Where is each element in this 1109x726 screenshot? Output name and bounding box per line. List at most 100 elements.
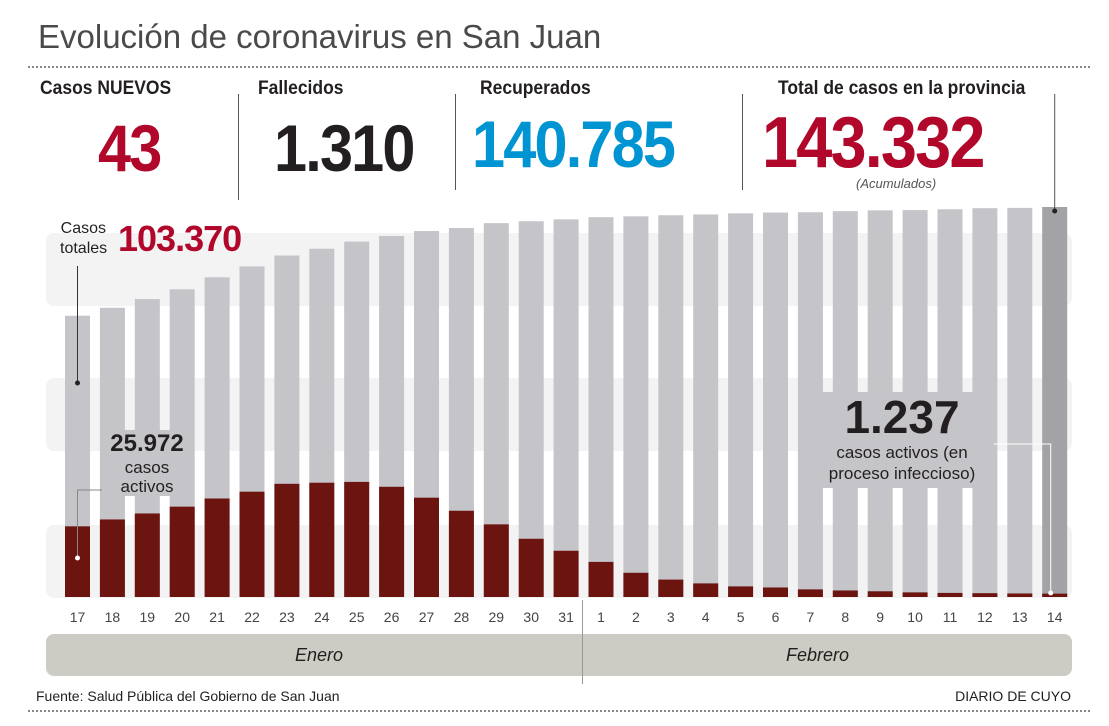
x-tick-label: 13 xyxy=(1012,609,1028,625)
month-divider xyxy=(582,600,583,684)
activos-end-callout: 1.237 casos activos (en proceso infeccio… xyxy=(810,392,994,488)
x-tick-label: 18 xyxy=(105,609,121,625)
leader-dot xyxy=(1048,590,1054,596)
x-tick-label: 19 xyxy=(140,609,156,625)
x-tick-label: 30 xyxy=(523,609,539,625)
bar-active-5 xyxy=(728,586,754,597)
leader-line xyxy=(994,443,1052,593)
month-label-febrero: Febrero xyxy=(786,645,850,665)
totales-label-line1: Casos xyxy=(60,220,106,237)
x-tick-label: 21 xyxy=(209,609,225,625)
activos-start-value: 25.972 xyxy=(110,430,184,457)
stat-label-total: Total de casos en la provincia xyxy=(778,78,1026,99)
activos-end-value: 1.237 xyxy=(844,391,960,443)
leader-dot xyxy=(1052,208,1058,214)
bar-total-2 xyxy=(623,216,649,597)
stat-value-deaths: 1.310 xyxy=(274,111,415,185)
activos-start-callout: 25.972 casos activos xyxy=(102,430,192,496)
bar-active-18 xyxy=(99,519,125,597)
x-tick-label: 26 xyxy=(384,609,400,625)
bar-total-31 xyxy=(553,219,579,598)
activos-end-line2: proceso infeccioso) xyxy=(828,464,976,483)
bar-total-5 xyxy=(728,213,754,597)
x-tick-label: 25 xyxy=(349,609,365,625)
bar-active-9 xyxy=(867,591,893,597)
bar-total-4 xyxy=(693,214,719,597)
x-tick-label: 1 xyxy=(597,609,605,625)
bar-total-14 xyxy=(1042,207,1068,597)
bar-total-13 xyxy=(1007,207,1033,597)
chart-title: Evolución de coronavirus en San Juan xyxy=(38,18,602,55)
stat-note-total: (Acumulados) xyxy=(856,176,937,191)
x-tick-label: 12 xyxy=(977,609,993,625)
divider xyxy=(742,94,743,190)
bar-active-27 xyxy=(414,497,439,597)
x-tick-label: 10 xyxy=(907,609,923,625)
source-note: Fuente: Salud Pública del Gobierno de Sa… xyxy=(36,688,340,704)
top-divider xyxy=(28,66,1090,68)
x-tick-label: 27 xyxy=(419,609,435,625)
bar-total-30 xyxy=(518,221,544,598)
x-tick-label: 9 xyxy=(876,609,884,625)
divider xyxy=(238,94,239,200)
bar-active-4 xyxy=(693,583,719,597)
stat-value-total: 143.332 xyxy=(762,103,985,183)
bar-active-12 xyxy=(972,593,998,597)
bar-active-8 xyxy=(832,590,858,597)
x-tick-label: 17 xyxy=(70,609,86,625)
x-tick-label: 5 xyxy=(737,609,745,625)
bottom-divider xyxy=(28,710,1090,712)
x-tick-label: 7 xyxy=(807,609,815,625)
activos-end-line1: casos activos (en xyxy=(836,443,968,462)
bar-total-6 xyxy=(763,212,788,597)
totales-value: 103.370 xyxy=(118,218,242,259)
leader-dot xyxy=(75,555,80,561)
stat-value-new: 43 xyxy=(98,111,162,185)
x-tick-label: 4 xyxy=(702,609,710,625)
x-tick-label: 8 xyxy=(841,609,849,625)
month-band xyxy=(46,634,1072,676)
brand-credit: DIARIO DE CUYO xyxy=(955,688,1071,704)
bar-total-1 xyxy=(588,217,614,597)
bar-active-11 xyxy=(937,592,963,597)
bar-total-3 xyxy=(658,215,684,597)
leader-line xyxy=(77,489,108,558)
bar-active-30 xyxy=(518,538,544,597)
x-tick-label: 29 xyxy=(489,609,505,625)
bar-active-6 xyxy=(763,587,788,597)
x-tick-label: 23 xyxy=(279,609,295,625)
bar-active-19 xyxy=(134,513,160,597)
x-tick-label: 3 xyxy=(667,609,675,625)
bar-active-3 xyxy=(658,579,684,597)
leader-dot xyxy=(75,380,80,386)
stat-label-recovered: Recuperados xyxy=(480,78,591,99)
bar-active-22 xyxy=(239,491,265,597)
bar-active-10 xyxy=(902,592,928,597)
bar-active-21 xyxy=(204,498,230,597)
bar-active-7 xyxy=(797,589,823,597)
bar-active-29 xyxy=(483,524,509,597)
stat-label-deaths: Fallecidos xyxy=(258,78,344,99)
x-tick-label: 31 xyxy=(558,609,574,625)
bar-active-13 xyxy=(1007,593,1033,597)
bar-active-28 xyxy=(448,510,474,597)
stat-value-recovered: 140.785 xyxy=(472,107,676,181)
x-tick-label: 11 xyxy=(943,609,958,625)
bar-active-1 xyxy=(588,561,614,597)
x-tick-label: 20 xyxy=(174,609,190,625)
activos-start-line2: activos xyxy=(120,477,174,496)
x-tick-label: 22 xyxy=(244,609,260,625)
totales-label: Casos totales xyxy=(60,219,108,259)
bar-active-20 xyxy=(169,506,195,597)
bar-active-14 xyxy=(1042,593,1068,597)
bar-active-25 xyxy=(344,481,370,597)
x-tick-label: 28 xyxy=(454,609,470,625)
bar-active-2 xyxy=(623,572,649,597)
totales-label-line2: totales xyxy=(60,240,108,257)
bar-active-24 xyxy=(309,482,335,597)
activos-start-line1: casos xyxy=(124,458,170,477)
stat-label-new: Casos NUEVOS xyxy=(40,78,172,99)
bar-active-23 xyxy=(274,483,300,597)
x-tick-label: 2 xyxy=(632,609,640,625)
